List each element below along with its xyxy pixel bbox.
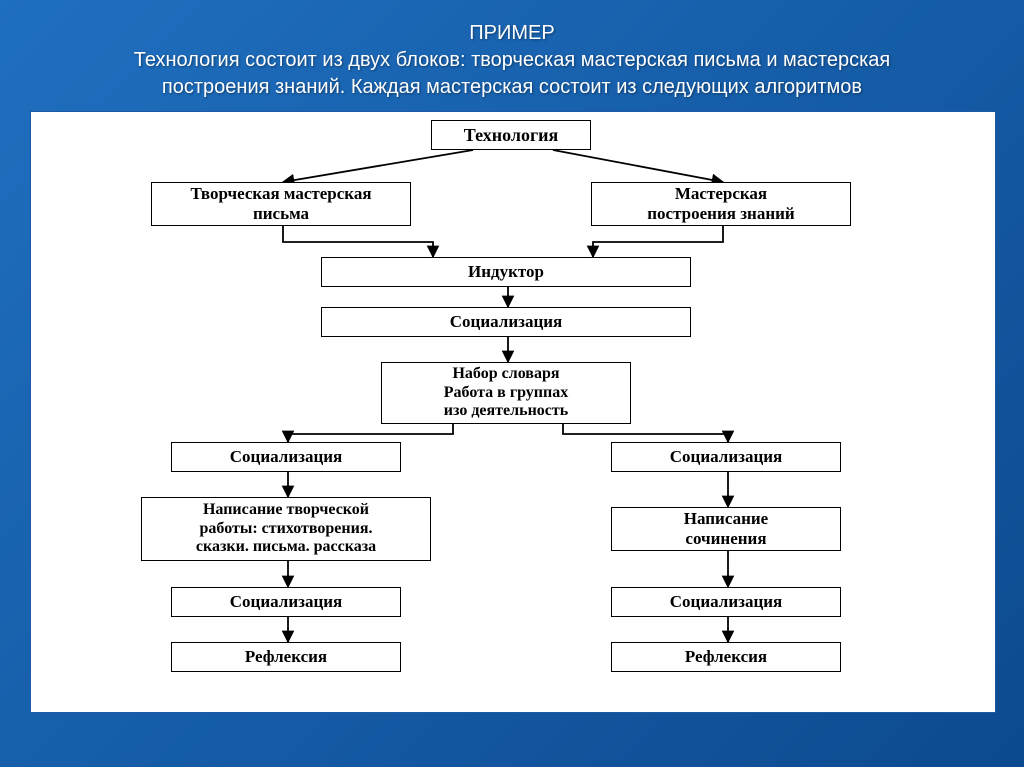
flowchart-node-knowledge: Мастерская построения знаний [591, 182, 851, 226]
flowchart-node-soc1: Социализация [321, 307, 691, 337]
slide: ПРИМЕР Технология состоит из двух блоков… [0, 0, 1024, 767]
flowchart-node-socL: Социализация [171, 442, 401, 472]
flowchart-edge [553, 150, 723, 182]
flowchart-node-inductor: Индуктор [321, 257, 691, 287]
flowchart-node-reflR: Рефлексия [611, 642, 841, 672]
flowchart-edge [563, 424, 728, 442]
flowchart-edge [283, 226, 433, 257]
diagram-container: Технология Творческая мастерская письма Ма… [30, 111, 996, 713]
flowchart-node-writeR: Написание сочинения [611, 507, 841, 551]
flowchart-node-reflL: Рефлексия [171, 642, 401, 672]
flowchart-edge [288, 424, 453, 442]
title-line: построения знаний. Каждая мастерская сос… [30, 74, 994, 101]
flowchart-edge [593, 226, 723, 257]
flowchart-node-socR2: Социализация [611, 587, 841, 617]
flowchart: Технология Творческая мастерская письма Ма… [31, 112, 995, 712]
flowchart-node-socL2: Социализация [171, 587, 401, 617]
title-line: ПРИМЕР [30, 20, 994, 47]
flowchart-node-tech: Технология [431, 120, 591, 150]
flowchart-node-writeL: Написание творческой работы: стихотворен… [141, 497, 431, 561]
slide-title: ПРИМЕР Технология состоит из двух блоков… [30, 20, 994, 101]
flowchart-edge [283, 150, 473, 182]
title-line: Технология состоит из двух блоков: творч… [30, 47, 994, 74]
flowchart-node-socR: Социализация [611, 442, 841, 472]
flowchart-node-creative: Творческая мастерская письма [151, 182, 411, 226]
flowchart-node-set: Набор словаря Работа в группах изо деяте… [381, 362, 631, 424]
